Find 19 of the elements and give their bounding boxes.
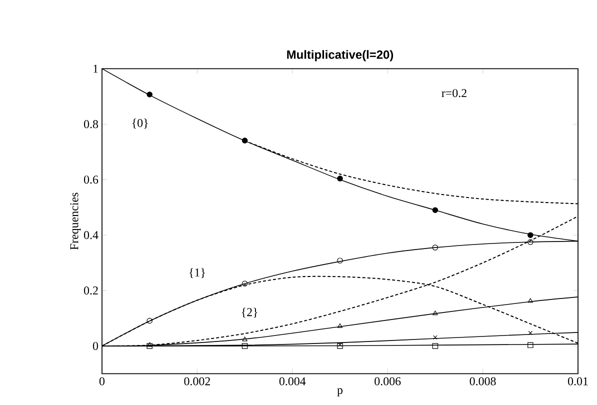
y-tick-label: 1	[94, 64, 98, 73]
y-tick-label: 0.6	[84, 176, 98, 184]
x-tick-label: 0.008	[470, 377, 496, 386]
annotation: {2}	[242, 308, 258, 318]
y-tick-label: 0.8	[84, 120, 98, 128]
x-tick-label: 0.01	[568, 377, 588, 386]
x-tick-label: 0	[99, 377, 105, 386]
y-tick-label: 0.4	[84, 231, 98, 240]
annotation: {0}	[132, 118, 148, 129]
x-tick-label: 0.006	[374, 377, 401, 386]
annotation: {1}	[190, 268, 205, 278]
chart-title: Multiplicative(l=20)	[287, 50, 394, 62]
annotation: r=0.2	[442, 89, 466, 98]
x-axis-title: p	[337, 388, 343, 396]
y-tick-label: 0.2	[84, 286, 98, 295]
y-tick-label: 0	[92, 342, 98, 350]
x-tick-label: 0.004	[279, 377, 306, 386]
y-axis-title: Frequencies	[70, 192, 81, 250]
x-tick-label: 0.002	[184, 377, 210, 386]
